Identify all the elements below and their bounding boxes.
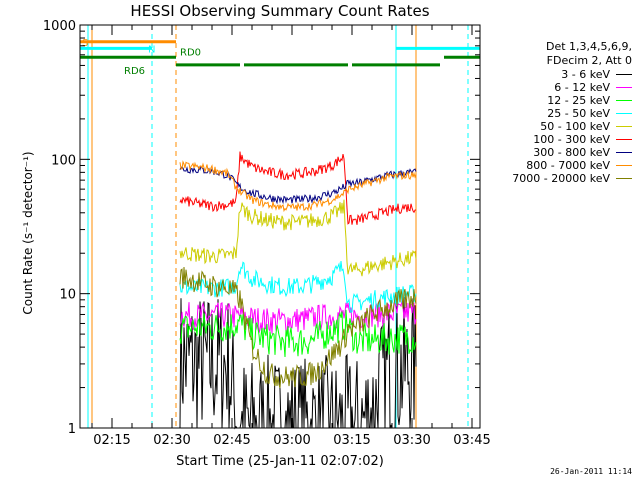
legend-entry-50-100-kev: 50 - 100 keV — [490, 120, 632, 133]
legend-entry-100-300-kev: 100 - 300 keV — [490, 133, 632, 146]
plot-frame — [79, 24, 481, 429]
flag-label-rd0: RD0 — [180, 47, 201, 58]
legend-entry-label: 800 - 7000 keV — [526, 159, 610, 172]
series-line-800-7000-kev — [179, 160, 417, 213]
series-line-7000-20000-kev — [179, 266, 417, 389]
y-tick-label-10: 10 — [59, 288, 76, 303]
legend-swatch — [616, 87, 632, 88]
x-tick-label-0245: 02:45 — [213, 433, 250, 448]
legend-swatch — [616, 100, 632, 101]
flag-label-n: N — [148, 44, 155, 55]
legend-swatch — [616, 139, 632, 140]
legend-swatch — [616, 126, 632, 127]
x-tick-label-0345: 03:45 — [453, 433, 490, 448]
legend-entries: 3 - 6 keV 6 - 12 keV 12 - 25 keV 25 - 50 ke… — [490, 68, 632, 185]
legend-entry-300-800-kev: 300 - 800 keV — [490, 146, 632, 159]
data-series-group — [179, 151, 417, 430]
series-line-12-25-kev — [179, 309, 417, 358]
legend-entry-label: 12 - 25 keV — [547, 94, 610, 107]
legend-entry-label: 3 - 6 keV — [561, 68, 610, 81]
series-line-25-50-kev — [179, 261, 417, 314]
legend-header-line-1: Det 1,3,4,5,6,9, — [545, 40, 632, 53]
legend-entry-label: 25 - 50 keV — [547, 107, 610, 120]
chart-title: HESSI Observing Summary Count Rates — [130, 2, 430, 20]
legend-entry-7000-20000-kev: 7000 - 20000 keV — [490, 172, 632, 185]
flag-label-s: S — [82, 38, 88, 49]
legend-entry-6-12-kev: 6 - 12 keV — [490, 81, 632, 94]
x-tick-label-0230: 02:30 — [153, 433, 190, 448]
flag-label-rd6: RD6 — [124, 66, 145, 77]
legend-swatch — [616, 113, 632, 114]
legend-entry-label: 100 - 300 keV — [533, 133, 610, 146]
legend-header-line-2: FDecim 2, Att 0 — [546, 54, 632, 67]
y-tick-label-1000: 1000 — [43, 19, 76, 34]
legend: Det 1,3,4,5,6,9, FDecim 2, Att 0 3 - 6 k… — [490, 40, 632, 185]
legend-entry-label: 7000 - 20000 keV — [512, 172, 610, 185]
legend-entry-800-7000-kev: 800 - 7000 keV — [490, 159, 632, 172]
legend-entry-label: 6 - 12 keV — [554, 81, 610, 94]
series-line-100-300-kev — [179, 151, 417, 225]
legend-swatch — [616, 74, 632, 75]
legend-entry-25-50-kev: 25 - 50 keV — [490, 107, 632, 120]
y-tick-label-1: 1 — [68, 422, 76, 437]
y-tick-label-100: 100 — [51, 153, 76, 168]
legend-swatch — [616, 165, 632, 166]
x-axis-label: Start Time (25-Jan-11 02:07:02) — [176, 454, 384, 469]
x-tick-label-0315: 03:15 — [333, 433, 370, 448]
legend-entry-12-25-kev: 12 - 25 keV — [490, 94, 632, 107]
x-tick-label-0300: 03:00 — [273, 433, 310, 448]
legend-entry-3-6-kev: 3 - 6 keV — [490, 68, 632, 81]
legend-entry-label: 50 - 100 keV — [540, 120, 610, 133]
timestamp: 26-Jan-2011 11:14 — [550, 467, 632, 476]
series-line-50-100-kev — [179, 199, 417, 277]
x-tick-label-0330: 03:30 — [393, 433, 430, 448]
legend-swatch — [616, 152, 632, 153]
legend-entry-label: 300 - 800 keV — [533, 146, 610, 159]
x-tick-label-0215: 02:15 — [93, 433, 130, 448]
legend-swatch — [616, 178, 632, 179]
